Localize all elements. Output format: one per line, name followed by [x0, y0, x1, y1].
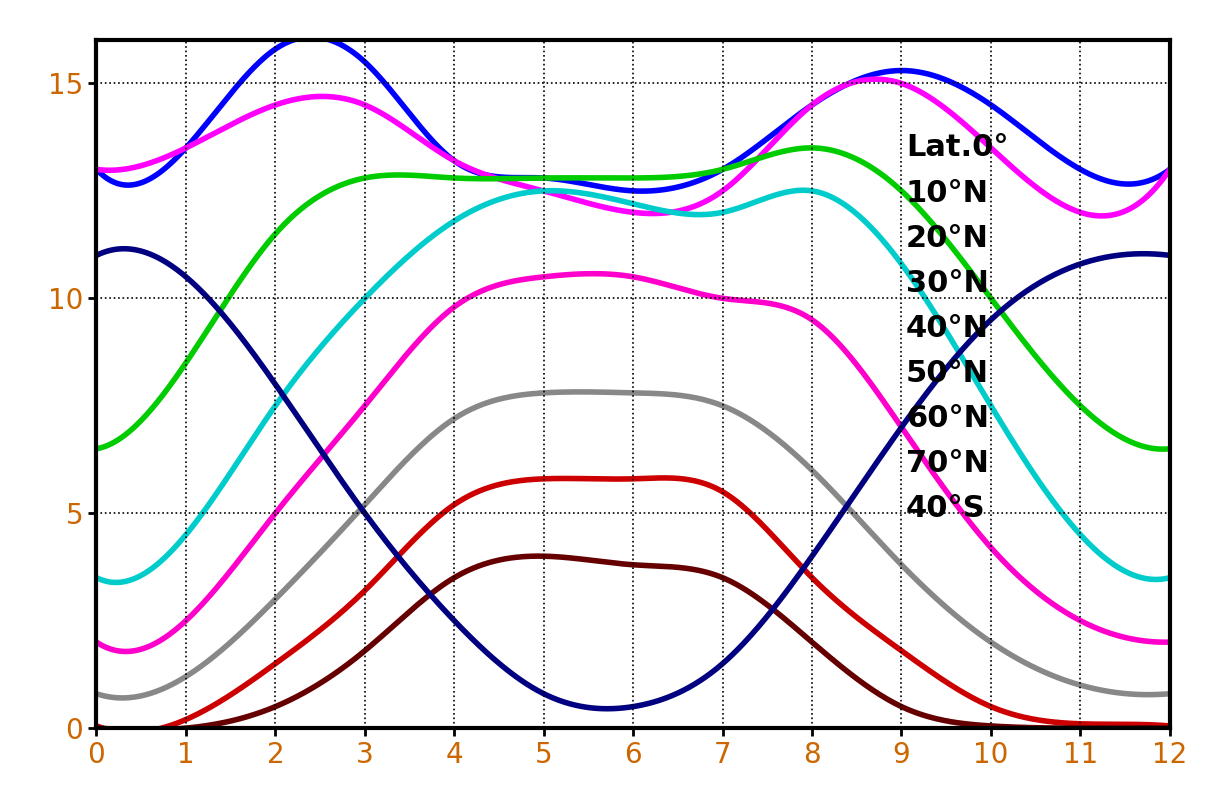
- Text: 70°N: 70°N: [906, 449, 989, 478]
- Text: 30°N: 30°N: [906, 269, 989, 298]
- Text: Lat.0°: Lat.0°: [906, 133, 1008, 163]
- Text: 40°S: 40°S: [906, 494, 985, 523]
- Text: 50°N: 50°N: [906, 359, 989, 388]
- Text: 20°N: 20°N: [906, 223, 989, 252]
- Text: 60°N: 60°N: [906, 404, 989, 433]
- Text: 40°N: 40°N: [906, 314, 989, 343]
- Text: 10°N: 10°N: [906, 179, 989, 208]
